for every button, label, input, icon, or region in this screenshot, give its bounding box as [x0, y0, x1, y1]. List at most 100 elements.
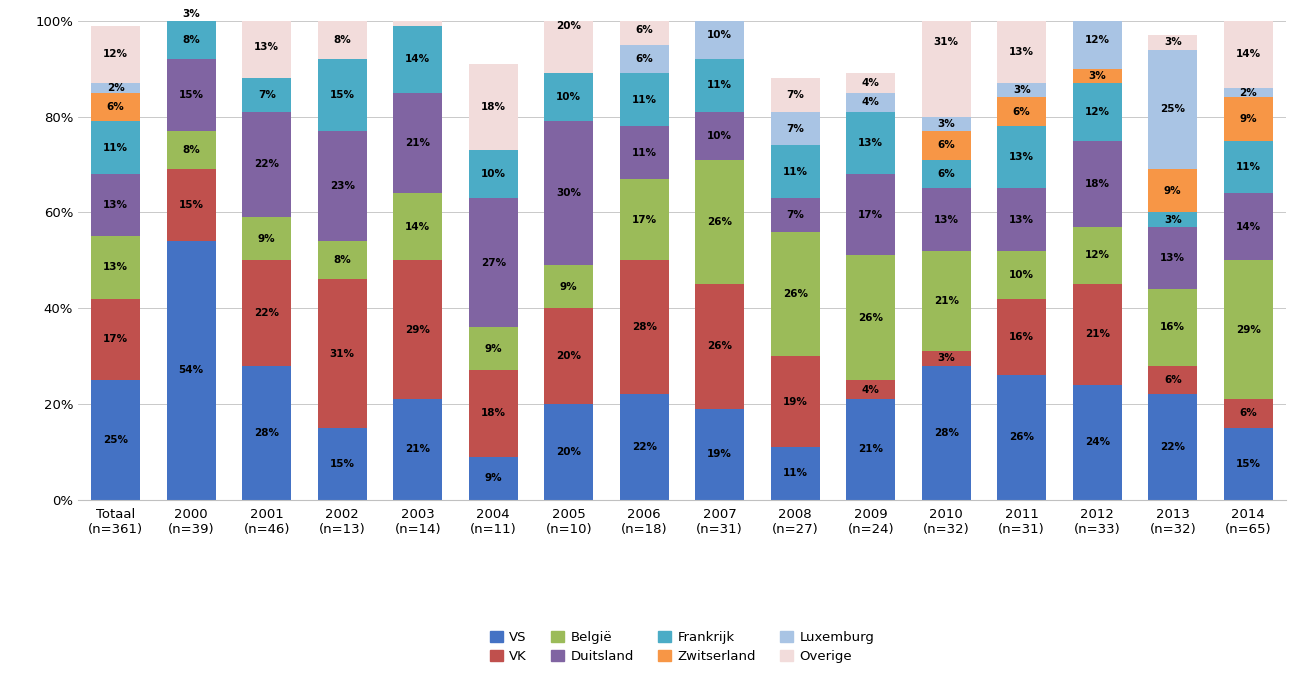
- Text: 29%: 29%: [405, 325, 430, 335]
- Bar: [620, 394, 669, 500]
- Bar: [242, 78, 291, 112]
- Text: 25%: 25%: [103, 435, 129, 445]
- Text: 13%: 13%: [103, 262, 129, 273]
- Text: 3%: 3%: [1089, 71, 1107, 81]
- Text: 21%: 21%: [405, 138, 430, 148]
- Text: 25%: 25%: [1160, 104, 1185, 115]
- Text: 4%: 4%: [861, 97, 879, 108]
- Bar: [166, 21, 216, 59]
- Text: 16%: 16%: [1009, 332, 1034, 342]
- Text: 7%: 7%: [786, 210, 804, 220]
- Bar: [998, 21, 1046, 83]
- Bar: [469, 328, 518, 371]
- Bar: [846, 380, 895, 399]
- Text: 4%: 4%: [861, 78, 879, 88]
- Text: 14%: 14%: [405, 54, 430, 64]
- Text: 26%: 26%: [707, 217, 733, 227]
- Text: 18%: 18%: [1085, 178, 1109, 189]
- Text: 2%: 2%: [107, 83, 125, 93]
- Text: 13%: 13%: [1009, 47, 1034, 57]
- Text: 30%: 30%: [556, 188, 581, 198]
- Bar: [695, 409, 744, 500]
- Bar: [1224, 97, 1273, 141]
- Text: 7%: 7%: [786, 90, 804, 100]
- Bar: [166, 6, 216, 21]
- Bar: [166, 131, 216, 169]
- Text: 13%: 13%: [934, 214, 959, 225]
- Bar: [1073, 0, 1122, 11]
- Text: 26%: 26%: [707, 341, 733, 351]
- Text: 6%: 6%: [1164, 375, 1182, 385]
- Text: 9%: 9%: [560, 282, 578, 291]
- Bar: [318, 21, 366, 59]
- Bar: [998, 126, 1046, 189]
- Bar: [394, 193, 442, 260]
- Bar: [1073, 11, 1122, 69]
- Text: 2%: 2%: [1239, 87, 1257, 98]
- Bar: [394, 0, 442, 26]
- Text: 13%: 13%: [255, 42, 279, 52]
- Bar: [770, 112, 820, 145]
- Bar: [1224, 399, 1273, 428]
- Bar: [1148, 212, 1198, 227]
- Text: 6%: 6%: [1013, 107, 1030, 117]
- Bar: [1148, 227, 1198, 289]
- Bar: [91, 93, 140, 121]
- Bar: [469, 371, 518, 457]
- Text: 8%: 8%: [334, 255, 351, 265]
- Bar: [620, 16, 669, 45]
- Text: 14%: 14%: [405, 221, 430, 232]
- Bar: [318, 59, 366, 131]
- Bar: [1224, 260, 1273, 399]
- Bar: [1224, 88, 1273, 97]
- Text: 20%: 20%: [556, 21, 581, 31]
- Text: 18%: 18%: [481, 409, 505, 418]
- Text: 24%: 24%: [1085, 437, 1109, 447]
- Bar: [1148, 49, 1198, 169]
- Bar: [1148, 289, 1198, 366]
- Text: 7%: 7%: [786, 124, 804, 133]
- Bar: [846, 93, 895, 112]
- Bar: [544, 308, 594, 404]
- Bar: [922, 160, 970, 189]
- Bar: [242, 217, 291, 260]
- Text: 21%: 21%: [934, 296, 959, 306]
- Text: 31%: 31%: [934, 37, 959, 47]
- Text: 6%: 6%: [938, 169, 955, 179]
- Text: 11%: 11%: [103, 143, 129, 153]
- Bar: [1073, 83, 1122, 141]
- Text: 28%: 28%: [631, 322, 657, 332]
- Bar: [166, 241, 216, 500]
- Bar: [1224, 21, 1273, 88]
- Text: 12%: 12%: [1085, 251, 1109, 260]
- Bar: [922, 131, 970, 160]
- Text: 6%: 6%: [1239, 409, 1257, 418]
- Bar: [695, 285, 744, 409]
- Bar: [1148, 35, 1198, 49]
- Text: 3%: 3%: [938, 119, 955, 129]
- Bar: [318, 131, 366, 241]
- Bar: [166, 169, 216, 241]
- Text: 14%: 14%: [1235, 49, 1261, 60]
- Text: 9%: 9%: [259, 234, 275, 244]
- Text: 54%: 54%: [179, 365, 204, 375]
- Bar: [91, 298, 140, 380]
- Bar: [770, 447, 820, 500]
- Text: 15%: 15%: [1235, 459, 1261, 468]
- Text: 10%: 10%: [1009, 269, 1034, 280]
- Text: 3%: 3%: [938, 353, 955, 364]
- Bar: [242, 16, 291, 78]
- Text: 9%: 9%: [485, 473, 501, 483]
- Text: 3%: 3%: [1164, 214, 1182, 225]
- Text: 11%: 11%: [707, 81, 733, 90]
- Bar: [695, 0, 744, 11]
- Text: 20%: 20%: [556, 351, 581, 361]
- Bar: [922, 251, 970, 351]
- Bar: [620, 260, 669, 394]
- Bar: [770, 232, 820, 356]
- Text: 18%: 18%: [481, 102, 505, 112]
- Bar: [1148, 366, 1198, 394]
- Bar: [1224, 141, 1273, 193]
- Text: 6%: 6%: [635, 26, 653, 35]
- Text: 17%: 17%: [859, 210, 883, 220]
